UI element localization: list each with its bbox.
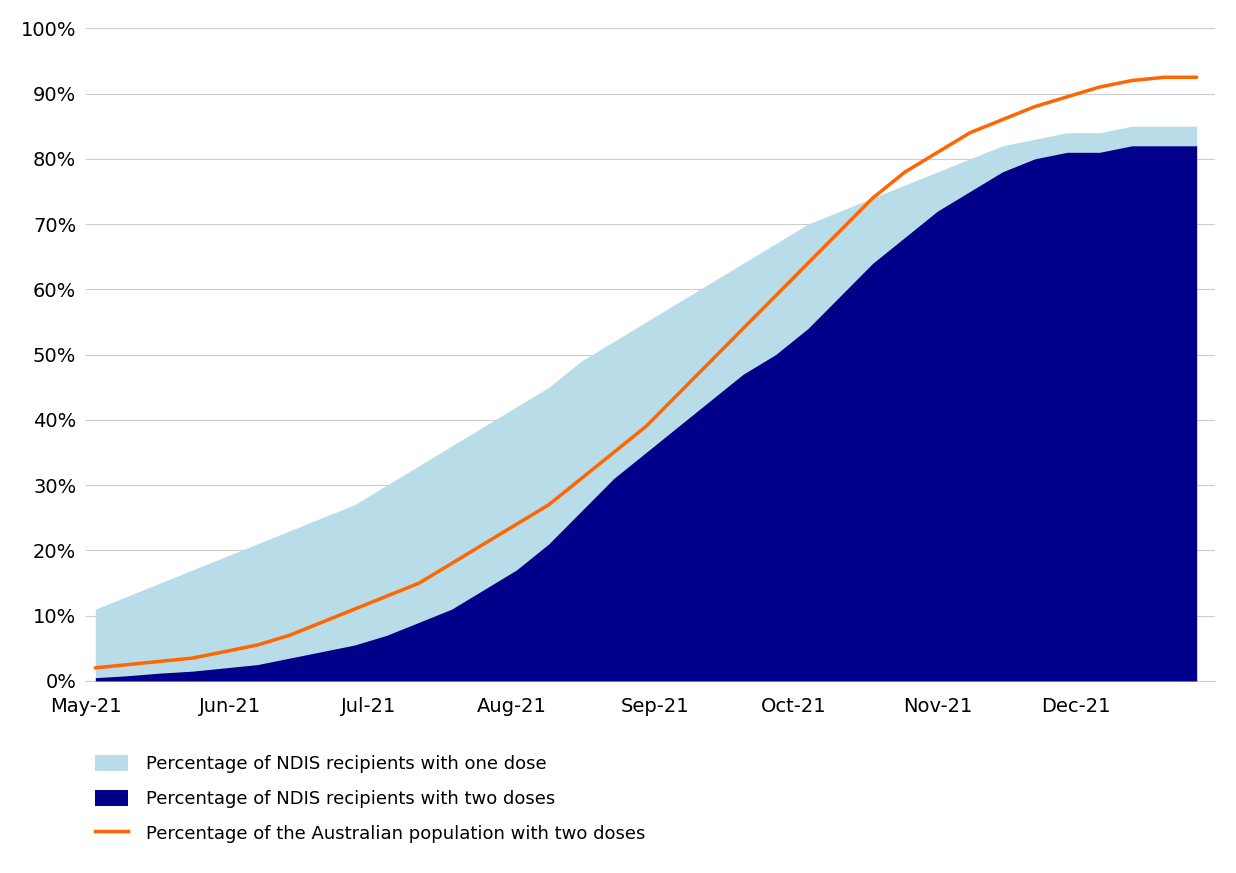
Legend: Percentage of NDIS recipients with one dose, Percentage of NDIS recipients with : Percentage of NDIS recipients with one d… bbox=[95, 755, 645, 842]
